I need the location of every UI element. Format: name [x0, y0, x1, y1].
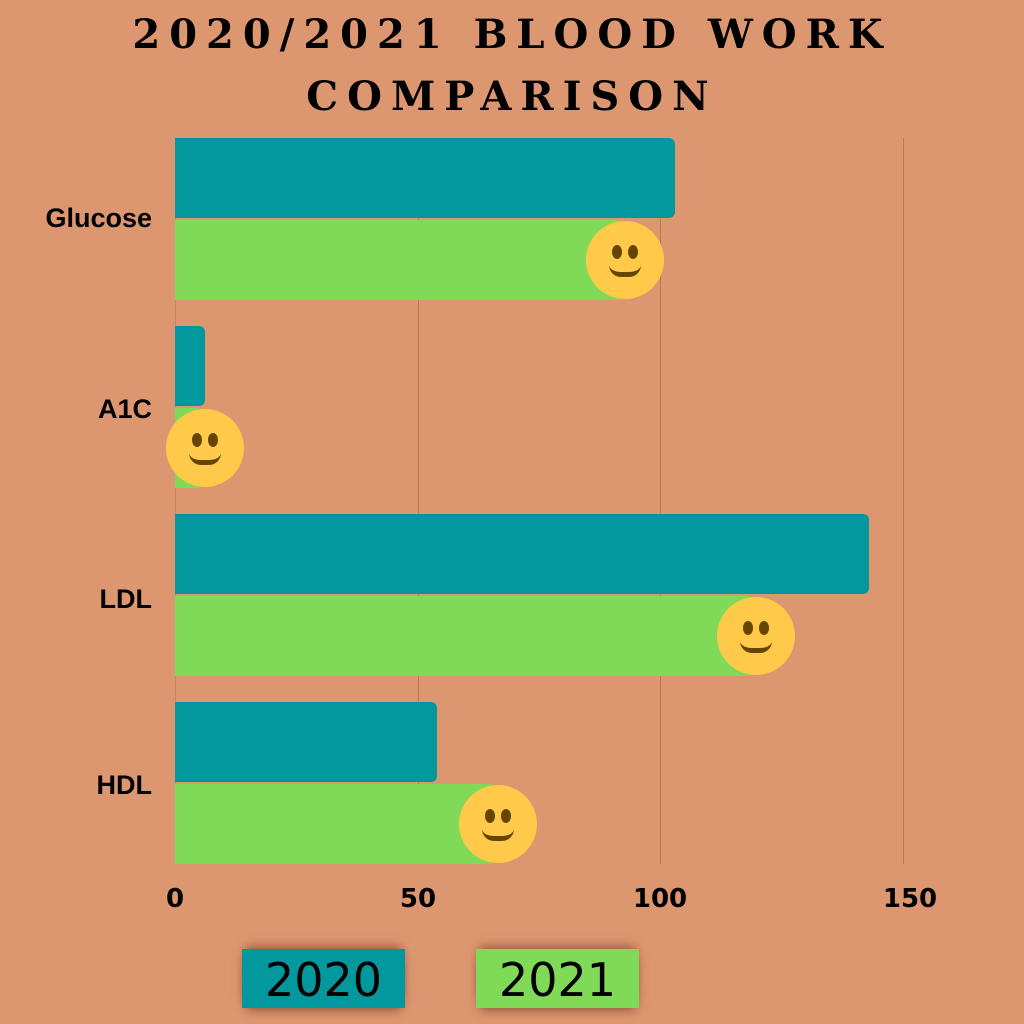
legend-item-2020: 2020 — [242, 949, 405, 1008]
smiley-face-icon — [166, 409, 245, 487]
gridline-100 — [660, 138, 661, 864]
legend-item-2021: 2021 — [476, 949, 639, 1008]
bar-glucose-2020 — [175, 138, 675, 218]
chart-title-line2: COMPARISON — [306, 73, 718, 120]
x-tick-50: 50 — [399, 884, 437, 914]
x-tick-0: 0 — [165, 884, 185, 914]
bar-a1c-2020 — [175, 326, 206, 406]
smiley-face-icon — [585, 221, 664, 299]
smiley-face-icon — [716, 597, 795, 675]
plot-area — [175, 138, 904, 864]
category-label-a1c: A1C — [97, 394, 152, 424]
bar-ldl-2021 — [175, 596, 753, 676]
category-label-hdl: HDL — [96, 770, 153, 800]
bar-hdl-2021 — [175, 784, 496, 864]
bar-hdl-2020 — [175, 702, 438, 782]
gridline-150 — [903, 138, 904, 864]
chart-title: 2020/2021 BLOOD WORK COMPARISON — [0, 4, 1024, 128]
x-tick-150: 150 — [882, 884, 938, 914]
y-axis-line — [175, 138, 176, 864]
gridline-50 — [418, 138, 419, 864]
chart-title-line1: 2020/2021 BLOOD WORK — [132, 11, 892, 58]
smiley-face-icon — [459, 785, 538, 863]
x-tick-100: 100 — [632, 884, 688, 914]
bar-ldl-2020 — [175, 514, 870, 594]
bar-glucose-2021 — [175, 220, 622, 300]
category-label-glucose: Glucose — [45, 203, 152, 233]
category-label-ldl: LDL — [99, 584, 152, 614]
